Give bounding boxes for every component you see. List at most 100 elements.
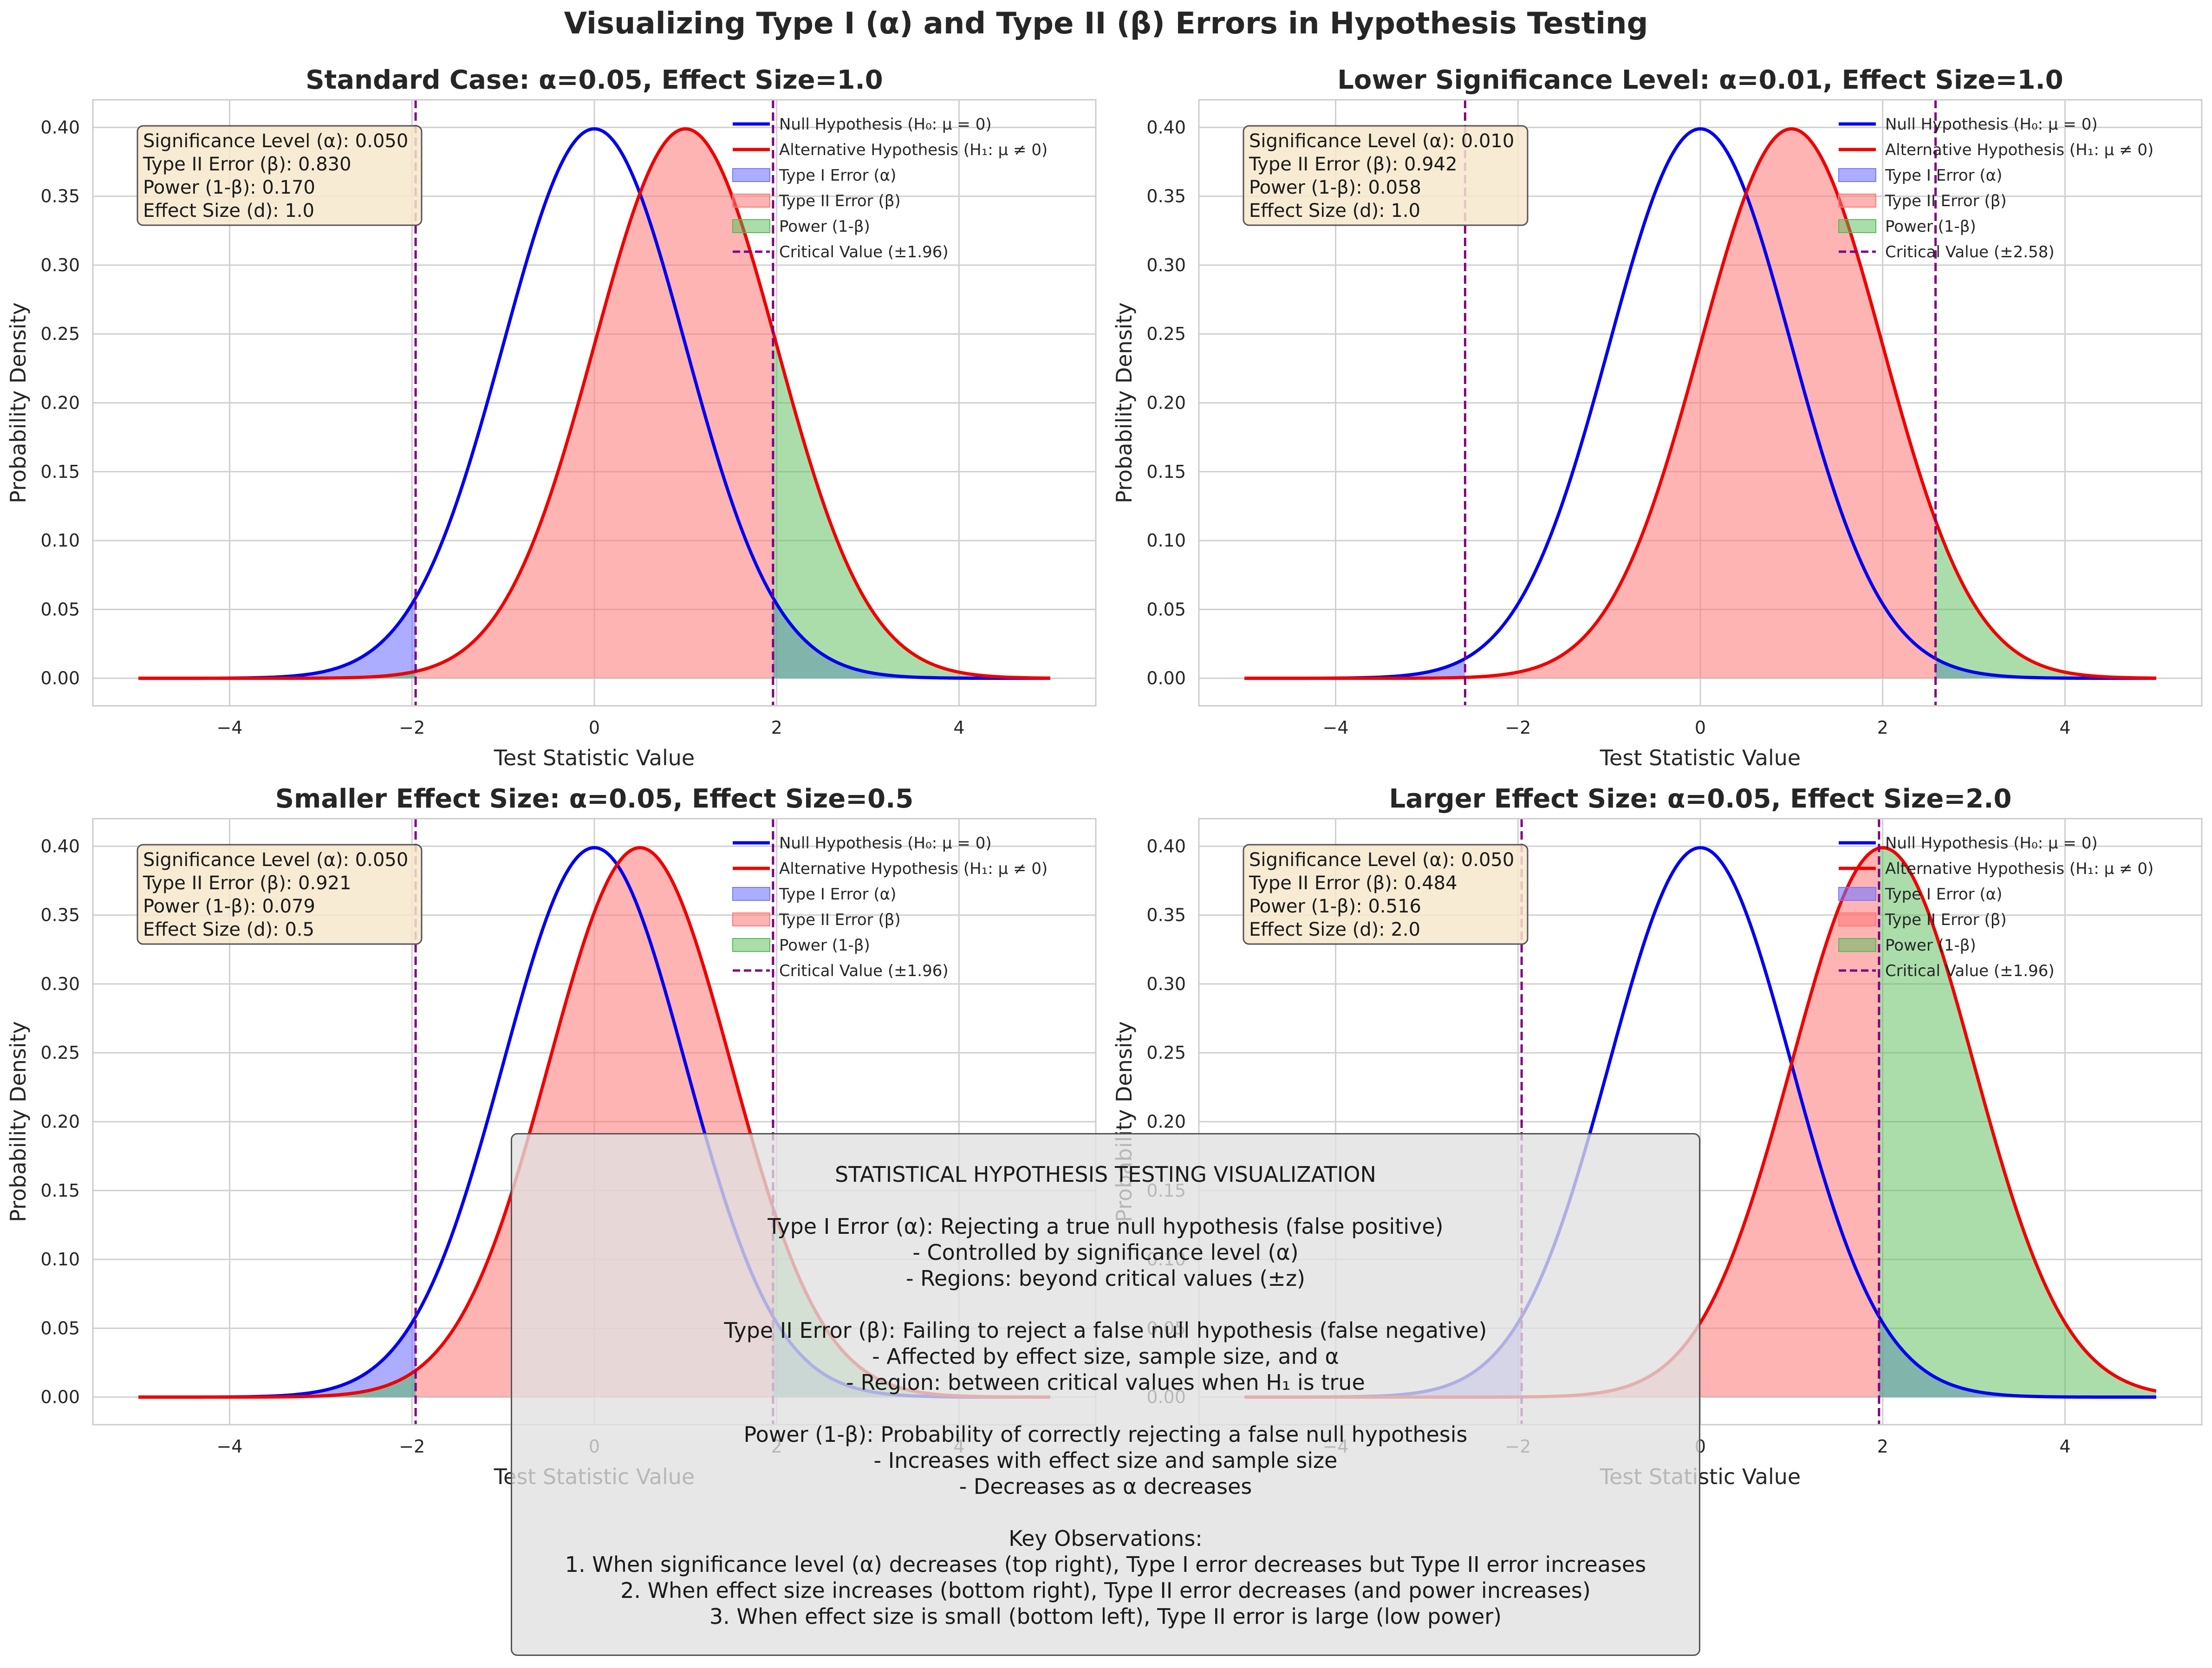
- y-tick-label: 0.15: [40, 1180, 80, 1201]
- stats-line: Power (1-β): 0.516: [1249, 896, 1421, 917]
- x-axis-label: Test Statistic Value: [494, 745, 695, 770]
- y-tick-label: 0.05: [40, 599, 80, 619]
- summary-line: 3. When effect size is small (bottom lef…: [512, 1603, 1699, 1629]
- legend-swatch-patch: [1839, 913, 1876, 926]
- legend-label: Type II Error (β): [779, 911, 901, 929]
- y-tick-label: 0.10: [1146, 530, 1186, 551]
- x-tick-label: 0: [589, 717, 600, 738]
- summary-line: Power (1-β): Probability of correctly re…: [512, 1421, 1699, 1447]
- summary-line: - Region: between critical values when H…: [512, 1369, 1699, 1395]
- stats-line: Significance Level (α): 0.010: [1249, 130, 1514, 152]
- legend-label: Null Hypothesis (H₀: μ = 0): [779, 115, 992, 134]
- legend-label: Alternative Hypothesis (H₁: μ ≠ 0): [1885, 141, 2153, 159]
- y-tick-label: 0.25: [40, 1042, 80, 1063]
- x-tick-label: −4: [217, 1436, 243, 1457]
- legend-label: Critical Value (±1.96): [779, 962, 949, 980]
- y-tick-label: 0.20: [1146, 1112, 1186, 1132]
- y-tick-label: 0.05: [40, 1318, 80, 1338]
- stats-line: Significance Level (α): 0.050: [1249, 849, 1514, 871]
- y-tick-label: 0.30: [40, 974, 80, 994]
- y-tick-label: 0.35: [1146, 905, 1186, 925]
- chart-title: Smaller Effect Size: α=0.05, Effect Size…: [275, 784, 914, 814]
- x-axis-label: Test Statistic Value: [1600, 745, 1801, 770]
- x-tick-label: 4: [953, 717, 964, 738]
- legend-swatch-patch: [1839, 887, 1876, 900]
- chart-title: Standard Case: α=0.05, Effect Size=1.0: [306, 65, 883, 95]
- legend-label: Type II Error (β): [779, 192, 901, 210]
- stats-line: Effect Size (d): 2.0: [1249, 919, 1420, 940]
- x-tick-label: 0: [1695, 717, 1706, 738]
- summary-line: [512, 1291, 1699, 1317]
- summary-line: - Controlled by significance level (α): [512, 1239, 1699, 1265]
- y-tick-label: 0.30: [40, 255, 80, 275]
- y-tick-label: 0.15: [1146, 462, 1186, 482]
- legend-label: Power (1-β): [1885, 217, 1976, 236]
- legend-label: Critical Value (±1.96): [1885, 962, 2055, 980]
- legend-label: Power (1-β): [1885, 936, 1976, 955]
- stats-line: Type II Error (β): 0.484: [1249, 873, 1457, 894]
- x-tick-label: −4: [1323, 717, 1349, 738]
- legend-label: Type II Error (β): [1885, 192, 2007, 210]
- y-tick-label: 0.40: [1146, 117, 1186, 137]
- legend-label: Null Hypothesis (H₀: μ = 0): [1885, 834, 2098, 853]
- legend-swatch-patch: [733, 220, 770, 233]
- summary-line: Type II Error (β): Failing to reject a f…: [512, 1317, 1699, 1343]
- legend-label: Type II Error (β): [1885, 911, 2007, 929]
- y-tick-label: 0.20: [40, 1112, 80, 1132]
- y-tick-label: 0.40: [40, 836, 80, 856]
- y-tick-label: 0.35: [40, 905, 80, 925]
- stats-line: Type II Error (β): 0.921: [143, 873, 351, 894]
- stats-line: Significance Level (α): 0.050: [143, 130, 408, 152]
- y-tick-label: 0.25: [1146, 1042, 1186, 1063]
- legend-label: Type I Error (α): [779, 885, 896, 904]
- summary-line: [512, 1395, 1699, 1421]
- summary-line: - Affected by effect size, sample size, …: [512, 1343, 1699, 1369]
- y-tick-label: 0.35: [40, 186, 80, 207]
- figure-suptitle: Visualizing Type I (α) and Type II (β) E…: [0, 7, 2212, 41]
- y-tick-label: 0.30: [1146, 974, 1186, 994]
- y-tick-label: 0.00: [1146, 668, 1186, 689]
- x-tick-label: 4: [2059, 717, 2070, 738]
- summary-line: 1. When significance level (α) decreases…: [512, 1551, 1699, 1577]
- legend-label: Type I Error (α): [779, 166, 896, 185]
- summary-box: STATISTICAL HYPOTHESIS TESTING VISUALIZA…: [511, 1133, 1700, 1656]
- stats-line: Power (1-β): 0.058: [1249, 177, 1421, 198]
- x-tick-label: −2: [399, 717, 425, 738]
- legend-label: Alternative Hypothesis (H₁: μ ≠ 0): [1885, 860, 2153, 878]
- y-tick-label: 0.30: [1146, 255, 1186, 275]
- legend-label: Power (1-β): [779, 217, 870, 236]
- stats-line: Effect Size (d): 0.5: [143, 919, 314, 940]
- summary-line: [512, 1187, 1699, 1213]
- y-tick-label: 0.00: [40, 668, 80, 689]
- legend-label: Null Hypothesis (H₀: μ = 0): [779, 834, 992, 853]
- stats-line: Type II Error (β): 0.830: [143, 154, 351, 175]
- summary-line: Key Observations:: [512, 1525, 1699, 1551]
- summary-line: - Decreases as α decreases: [512, 1473, 1699, 1499]
- y-axis-label: Probability Density: [6, 302, 31, 503]
- summary-line: [512, 1499, 1699, 1525]
- summary-line: STATISTICAL HYPOTHESIS TESTING VISUALIZA…: [512, 1161, 1699, 1187]
- y-tick-label: 0.10: [40, 1249, 80, 1270]
- y-tick-label: 0.25: [40, 324, 80, 344]
- y-tick-label: 0.40: [40, 117, 80, 137]
- stats-line: Power (1-β): 0.079: [143, 896, 315, 917]
- x-tick-label: −2: [399, 1436, 425, 1457]
- x-tick-label: 2: [771, 717, 782, 738]
- y-tick-label: 0.25: [1146, 324, 1186, 344]
- y-tick-label: 0.10: [40, 530, 80, 551]
- stats-line: Type II Error (β): 0.942: [1249, 154, 1457, 175]
- legend-swatch-patch: [733, 194, 770, 207]
- y-tick-label: 0.15: [40, 462, 80, 482]
- legend-label: Critical Value (±1.96): [779, 243, 949, 261]
- legend-swatch-patch: [733, 938, 770, 951]
- stats-line: Power (1-β): 0.170: [143, 177, 315, 198]
- legend-swatch-patch: [1839, 938, 1876, 951]
- summary-line: - Regions: beyond critical values (±z): [512, 1265, 1699, 1291]
- legend-label: Alternative Hypothesis (H₁: μ ≠ 0): [779, 860, 1047, 878]
- y-tick-label: 0.00: [40, 1387, 80, 1407]
- y-axis-label: Probability Density: [6, 1021, 31, 1222]
- legend-swatch-patch: [1839, 169, 1876, 182]
- legend-label: Power (1-β): [779, 936, 870, 955]
